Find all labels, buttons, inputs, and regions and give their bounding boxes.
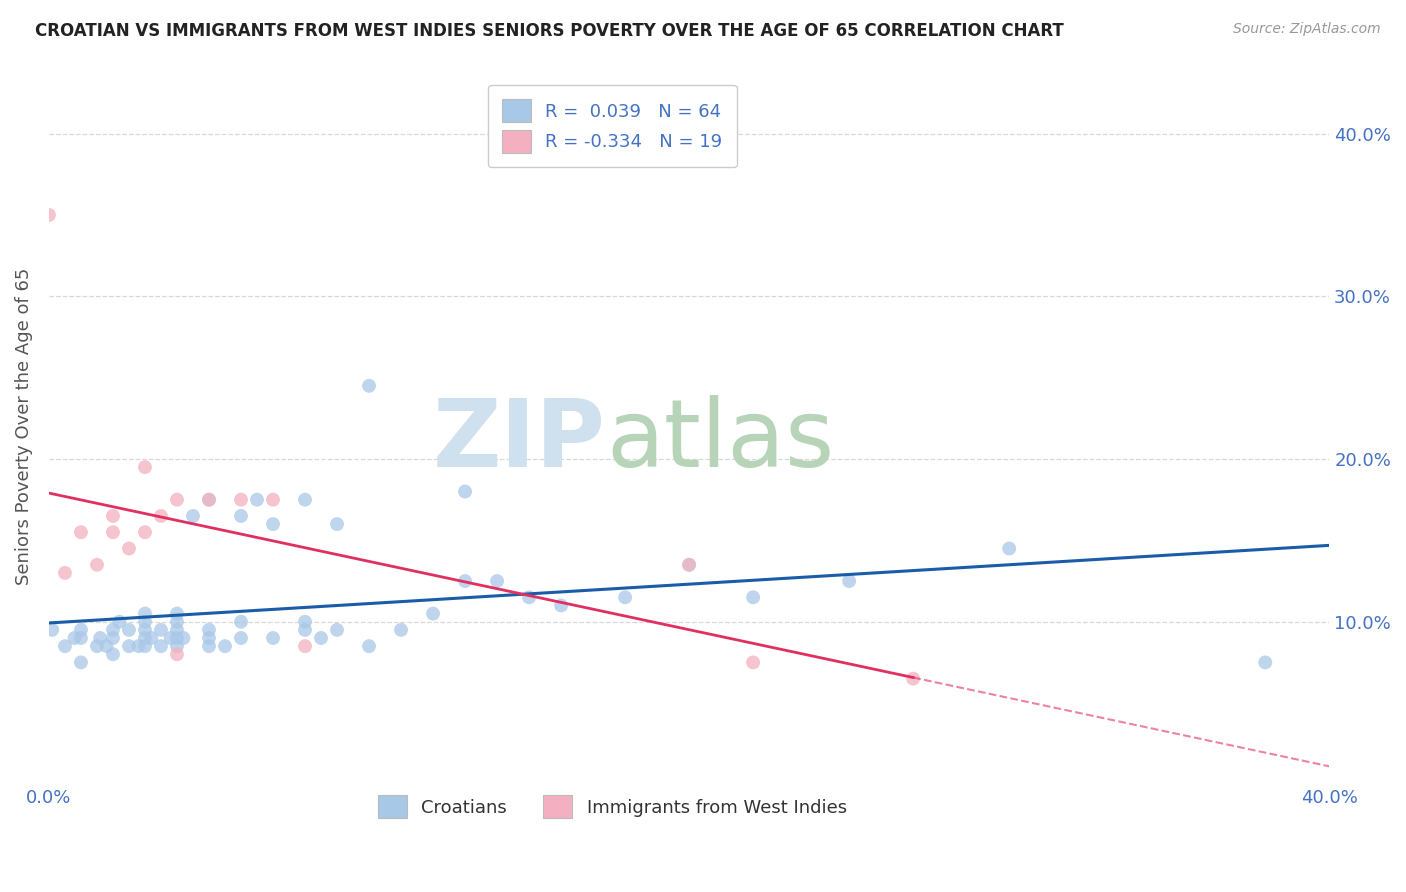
Point [294,615,316,629]
Point [101,647,124,661]
Point [294,492,316,507]
Point [150,623,173,637]
Point [229,615,252,629]
Text: Source: ZipAtlas.com: Source: ZipAtlas.com [1233,22,1381,37]
Point [181,508,204,523]
Point [998,541,1021,556]
Point [198,639,221,653]
Point [134,639,156,653]
Point [742,591,765,605]
Point [454,574,477,588]
Point [901,672,924,686]
Point [229,508,252,523]
Point [422,607,444,621]
Point [742,656,765,670]
Point [294,623,316,637]
Point [118,623,141,637]
Point [118,639,141,653]
Text: atlas: atlas [606,395,834,487]
Point [166,492,188,507]
Point [357,639,380,653]
Point [389,623,412,637]
Point [517,591,540,605]
Point [96,639,118,653]
Point [101,508,124,523]
Point [838,574,860,588]
Point [108,615,131,629]
Point [166,607,188,621]
Point [101,631,124,645]
Point [166,631,188,645]
Point [229,631,252,645]
Point [70,623,93,637]
Point [70,656,93,670]
Point [486,574,509,588]
Point [262,517,284,532]
Point [246,492,269,507]
Point [159,631,181,645]
Legend: Croatians, Immigrants from West Indies: Croatians, Immigrants from West Indies [371,788,853,825]
Point [118,541,141,556]
Point [678,558,700,572]
Point [198,623,221,637]
Point [172,631,194,645]
Point [262,492,284,507]
Point [294,639,316,653]
Point [166,623,188,637]
Point [198,492,221,507]
Point [678,558,700,572]
Point [53,566,76,580]
Point [134,607,156,621]
Point [166,615,188,629]
Point [614,591,637,605]
Point [134,631,156,645]
Point [134,623,156,637]
Point [70,525,93,540]
Point [309,631,332,645]
Point [326,517,349,532]
Point [166,639,188,653]
Point [86,639,108,653]
Point [134,615,156,629]
Point [134,525,156,540]
Point [101,525,124,540]
Point [214,639,236,653]
Point [150,508,173,523]
Point [63,631,86,645]
Point [128,639,150,653]
Point [101,623,124,637]
Point [53,639,76,653]
Point [38,208,60,222]
Point [357,379,380,393]
Point [326,623,349,637]
Point [1254,656,1277,670]
Text: ZIP: ZIP [433,395,606,487]
Point [150,639,173,653]
Point [262,631,284,645]
Text: CROATIAN VS IMMIGRANTS FROM WEST INDIES SENIORS POVERTY OVER THE AGE OF 65 CORRE: CROATIAN VS IMMIGRANTS FROM WEST INDIES … [35,22,1064,40]
Y-axis label: Seniors Poverty Over the Age of 65: Seniors Poverty Over the Age of 65 [15,268,32,585]
Point [86,558,108,572]
Point [229,492,252,507]
Point [134,460,156,475]
Point [141,631,163,645]
Point [550,599,572,613]
Point [198,631,221,645]
Point [454,484,477,499]
Point [198,492,221,507]
Point [70,631,93,645]
Point [166,647,188,661]
Point [89,631,111,645]
Point [41,623,63,637]
